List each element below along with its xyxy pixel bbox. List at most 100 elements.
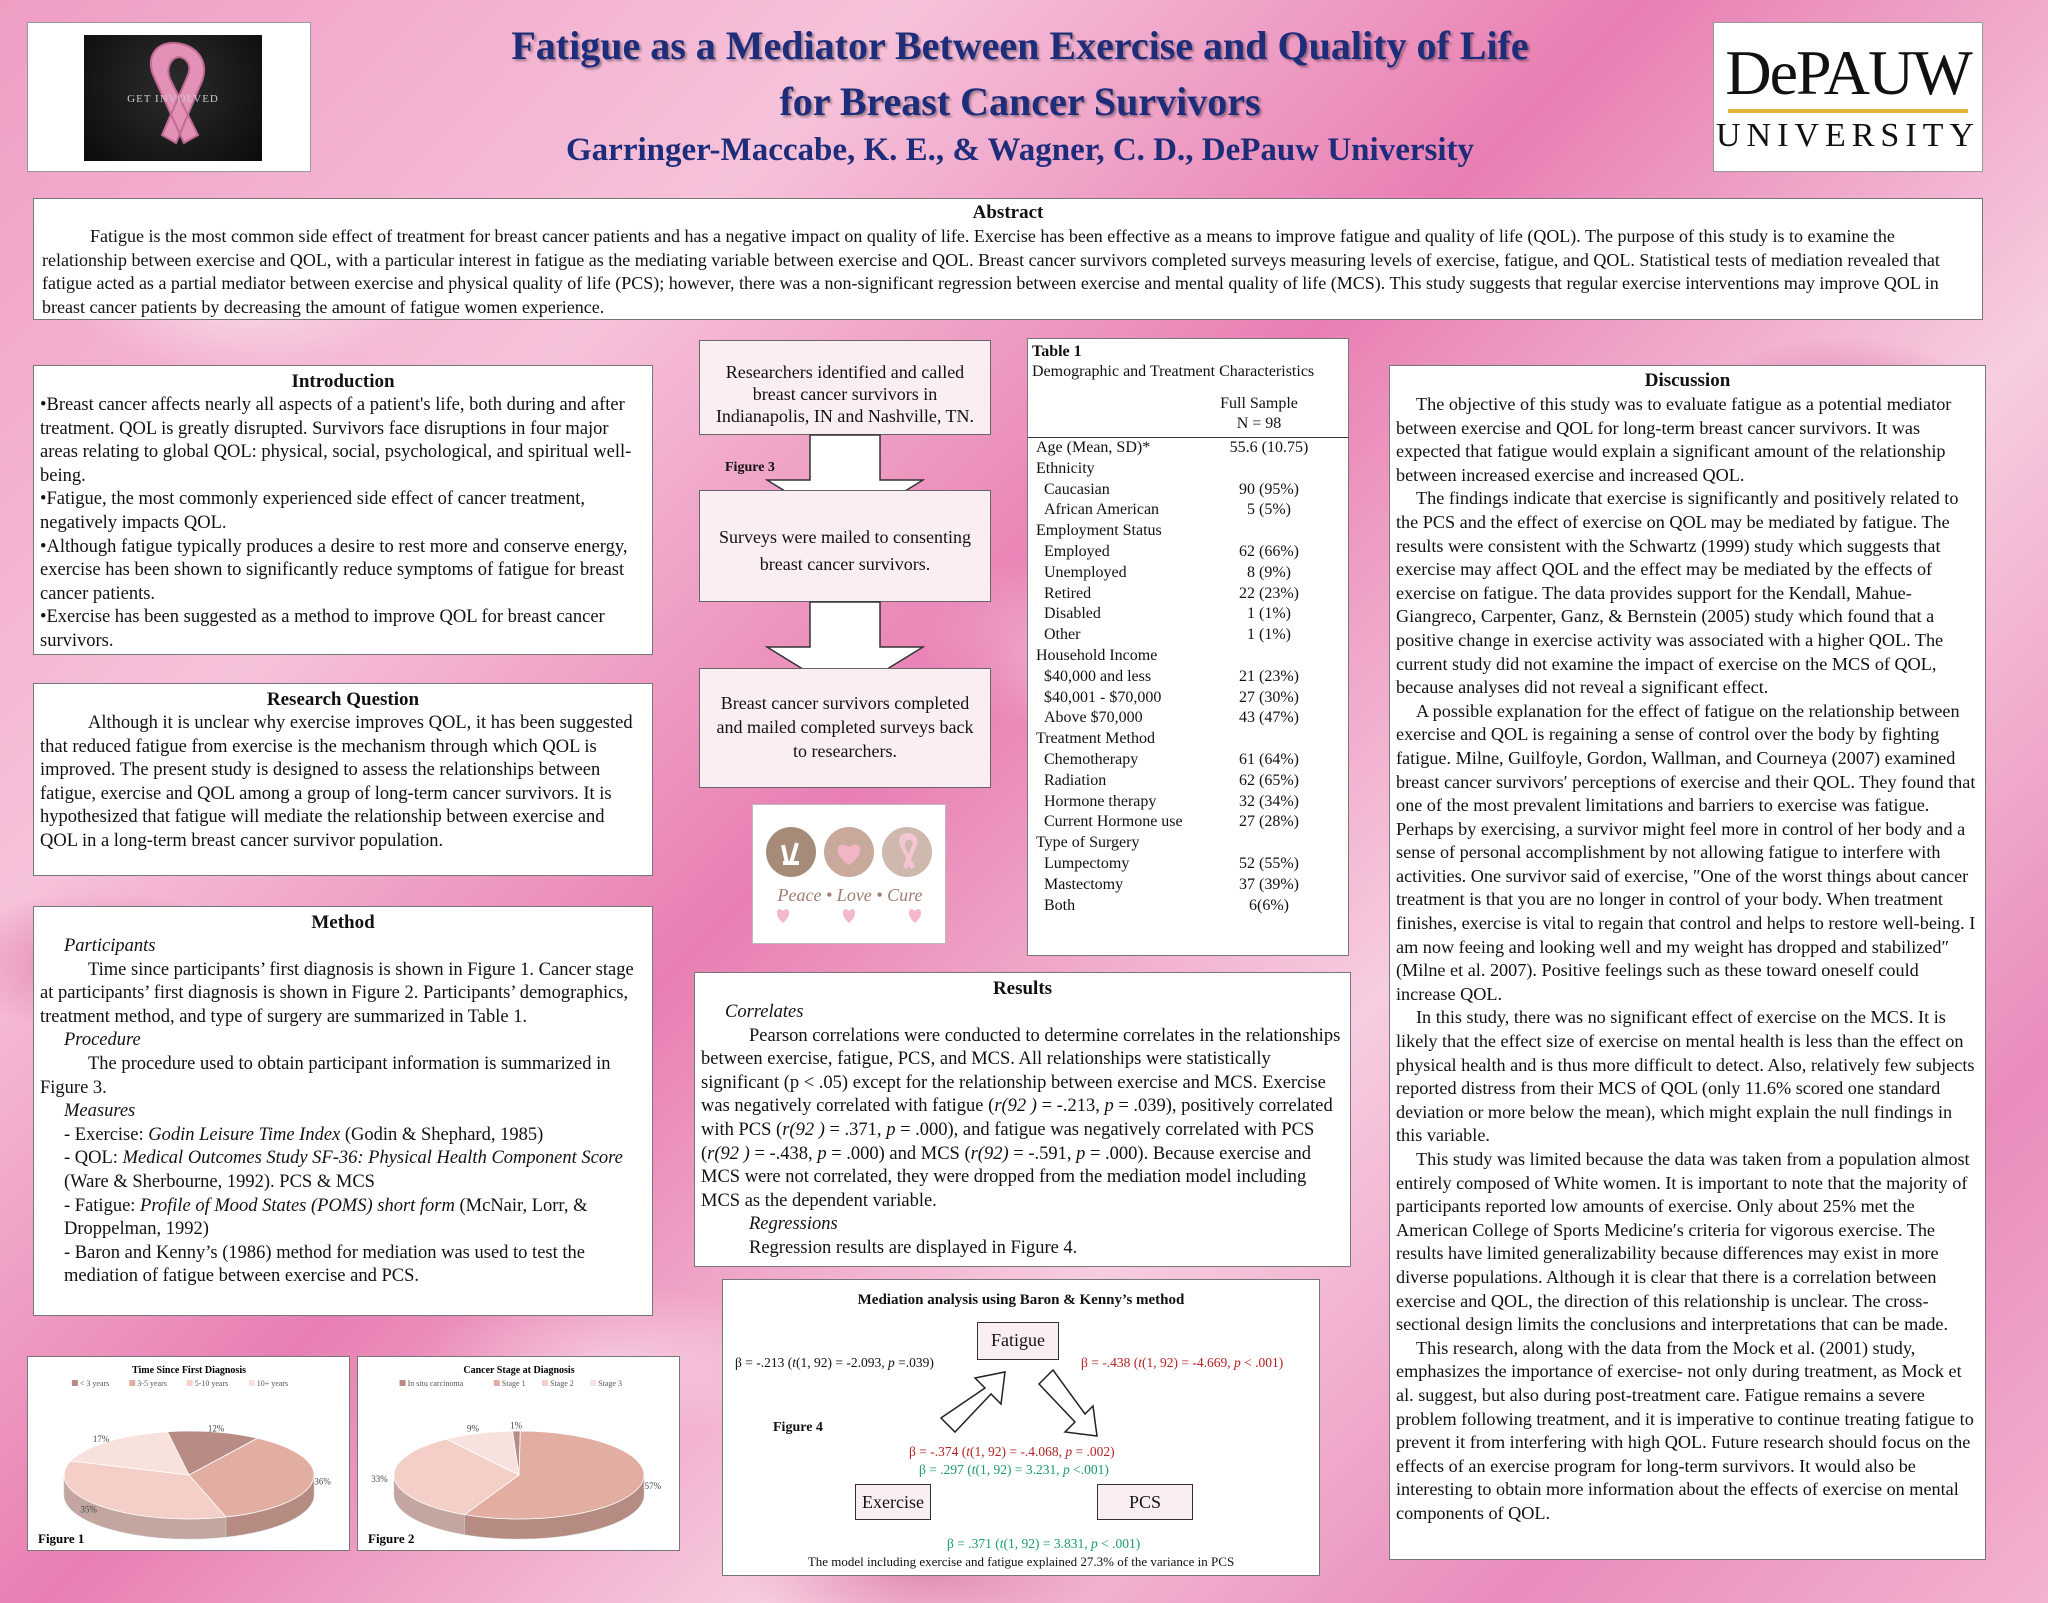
- legend-label: 5-10 years: [195, 1379, 229, 1388]
- table-row-value: 1 (1%): [1247, 626, 1291, 644]
- procedure-text: The procedure used to obtain participant…: [40, 1053, 611, 1098]
- table-col-header-line: N = 98: [1236, 415, 1282, 432]
- method-heading: Method: [311, 912, 375, 933]
- legend-label: 3-5 years: [137, 1379, 167, 1388]
- legend-swatch: [186, 1380, 193, 1386]
- discussion-heading: Discussion: [1644, 370, 1731, 391]
- measure-prefix: - Exercise:: [64, 1124, 149, 1145]
- discussion-paragraph: The findings indicate that exercise is s…: [1396, 488, 1959, 698]
- table-1: Table 1 Demographic and Treatment Charac…: [1027, 338, 1349, 956]
- measure-citation: (McNair, Lorr, & Droppelman, 1992): [64, 1195, 588, 1240]
- table-row: Mastectomy 37 (39%): [1032, 875, 1344, 896]
- introduction-section: Introduction •Breast cancer affects near…: [33, 365, 653, 655]
- table-row-label: Age (Mean, SD)*: [1036, 439, 1151, 456]
- depauw-logo-university: UNIVERSITY: [1716, 117, 1980, 154]
- table-row: Age (Mean, SD)* 55.6 (10.75): [1032, 438, 1344, 459]
- discussion-paragraph: In this study, there was no significant …: [1396, 1007, 1975, 1146]
- path-b-label: β = -.438 (t(1, 92) = -4.669, p < .001): [1081, 1355, 1284, 1370]
- table-row-label: Chemotherapy: [1044, 750, 1139, 768]
- peace-love-cure-caption: Peace • Love • Cure: [777, 885, 923, 905]
- mediation-arrows: [939, 1368, 1098, 1437]
- get-involved-text: Get Involved: [127, 93, 219, 105]
- table-row-value: 5 (5%): [1247, 501, 1291, 519]
- pie-slice-label: 12%: [208, 1423, 225, 1433]
- table-row-label: Household Income: [1036, 646, 1158, 664]
- measure-citation: (Godin & Shephard, 1985): [340, 1124, 544, 1145]
- table-row-label: Treatment Method: [1036, 730, 1155, 748]
- table-row-value: 62 (65%): [1239, 771, 1299, 789]
- measure-qol: - QOL: Medical Outcomes Study SF-36: Phy…: [40, 1147, 646, 1194]
- table-row-label: Employment Status: [1036, 522, 1162, 540]
- measure-fatigue: - Fatigue: Profile of Mood States (POMS)…: [40, 1195, 646, 1242]
- legend-label: 10+ years: [257, 1379, 288, 1388]
- pie-slice-label: 57%: [645, 1481, 662, 1491]
- procedure-label: Procedure: [64, 1030, 141, 1051]
- path-a-label: β = -.213 (t(1, 92) = -2.093, p =.039): [735, 1355, 934, 1370]
- table-row: $40,001 - $70,000 27 (30%): [1032, 688, 1344, 709]
- poster-title-line-2: for Breast Cancer Survivors: [779, 79, 1261, 124]
- table-row-label: Employed: [1044, 542, 1110, 560]
- pie-slice-label: 36%: [314, 1477, 331, 1487]
- measure-instrument: Profile of Mood States (POMS) short form: [140, 1195, 455, 1216]
- research-question-body: Although it is unclear why exercise impr…: [40, 713, 633, 851]
- research-question-heading: Research Question: [266, 689, 420, 710]
- table-row-value: 6(6%): [1249, 896, 1289, 914]
- participants-label: Participants: [64, 936, 156, 956]
- table-row-label: Disabled: [1044, 605, 1101, 623]
- figure-4-label: Figure 4: [773, 1420, 823, 1435]
- table-row-label: Hormone therapy: [1044, 792, 1157, 810]
- flow-step-2: Surveys were mailed to consenting breast…: [699, 490, 991, 602]
- regressions-text: Regression results are displayed in Figu…: [749, 1237, 1078, 1258]
- intro-bullet: •Although fatigue typically produces a d…: [40, 536, 628, 604]
- table-row: Hormone therapy 32 (34%): [1032, 792, 1344, 813]
- table-row: Disabled 1 (1%): [1032, 604, 1344, 625]
- figure-1-chart: Time Since First Diagnosis < 3 years 3-5 y…: [27, 1356, 350, 1551]
- table-row-label: Lumpectomy: [1044, 854, 1130, 872]
- pie-slice-label: 9%: [467, 1423, 480, 1433]
- legend-swatch: [399, 1380, 406, 1386]
- legend-label: In situ carcinoma: [408, 1379, 464, 1388]
- legend-label: Stage 2: [550, 1379, 574, 1388]
- table-row-value: 32 (34%): [1239, 792, 1299, 810]
- node-exercise: Exercise: [855, 1484, 931, 1520]
- table-row-value: 62 (66%): [1239, 542, 1299, 560]
- legend-swatch: [542, 1380, 548, 1386]
- chart-title: Cancer Stage at Diagnosis: [463, 1365, 574, 1376]
- intro-bullet: •Fatigue, the most commonly experienced …: [40, 489, 585, 533]
- abstract-heading: Abstract: [972, 202, 1044, 223]
- table-row: Caucasian 90 (95%): [1032, 480, 1344, 501]
- table-row-label: Current Hormone use: [1044, 813, 1183, 831]
- table-row: Both 6(6%): [1032, 896, 1344, 917]
- pink-ribbon-icon: [149, 41, 205, 145]
- measure-citation: (Ware & Sherbourne, 1992). PCS & MCS: [64, 1171, 375, 1192]
- research-question-section: Research Question Although it is unclear…: [33, 683, 653, 876]
- table-row-label: $40,001 - $70,000: [1044, 688, 1162, 706]
- table-row: Other 1 (1%): [1032, 625, 1344, 646]
- figure-3-label: Figure 3: [725, 460, 775, 475]
- table-row-label: Unemployed: [1044, 563, 1127, 581]
- participants-text: Time since participants’ first diagnosis…: [40, 959, 634, 1027]
- figure-2-chart: Cancer Stage at Diagnosis In situ carcino…: [357, 1356, 680, 1551]
- table-row-label: Above $70,000: [1044, 709, 1143, 727]
- table-row-label: Type of Surgery: [1036, 834, 1140, 852]
- table-row-value: [1194, 646, 1344, 667]
- pie-slice: [188, 1437, 315, 1518]
- discussion-paragraph: A possible explanation for the effect of…: [1396, 700, 1976, 1004]
- table-row-value: [1194, 521, 1344, 542]
- measure-exercise: - Exercise: Godin Leisure Time Index (Go…: [40, 1124, 646, 1148]
- measure-instrument: Godin Leisure Time Index: [148, 1124, 341, 1145]
- pie-slice: [445, 1430, 520, 1476]
- legend-swatch: [590, 1380, 597, 1386]
- method-section: Method Participants Time since participa…: [33, 906, 653, 1316]
- introduction-heading: Introduction: [291, 371, 395, 392]
- discussion-paragraph: The objective of this study was to evalu…: [1396, 394, 1952, 485]
- table-row-value: 52 (55%): [1239, 854, 1299, 872]
- table-1-subtitle: Demographic and Treatment Characteristic…: [1032, 363, 1315, 380]
- legend-label: < 3 years: [80, 1379, 109, 1388]
- table-row-value: 43 (47%): [1239, 709, 1299, 727]
- table-row-value: 37 (39%): [1239, 875, 1299, 893]
- node-fatigue: Fatigue: [977, 1322, 1059, 1360]
- depauw-logo-wordmark: DePAUW: [1725, 37, 1972, 108]
- left-logo: Get Involved: [27, 22, 311, 172]
- measure-prefix: - QOL:: [64, 1148, 123, 1169]
